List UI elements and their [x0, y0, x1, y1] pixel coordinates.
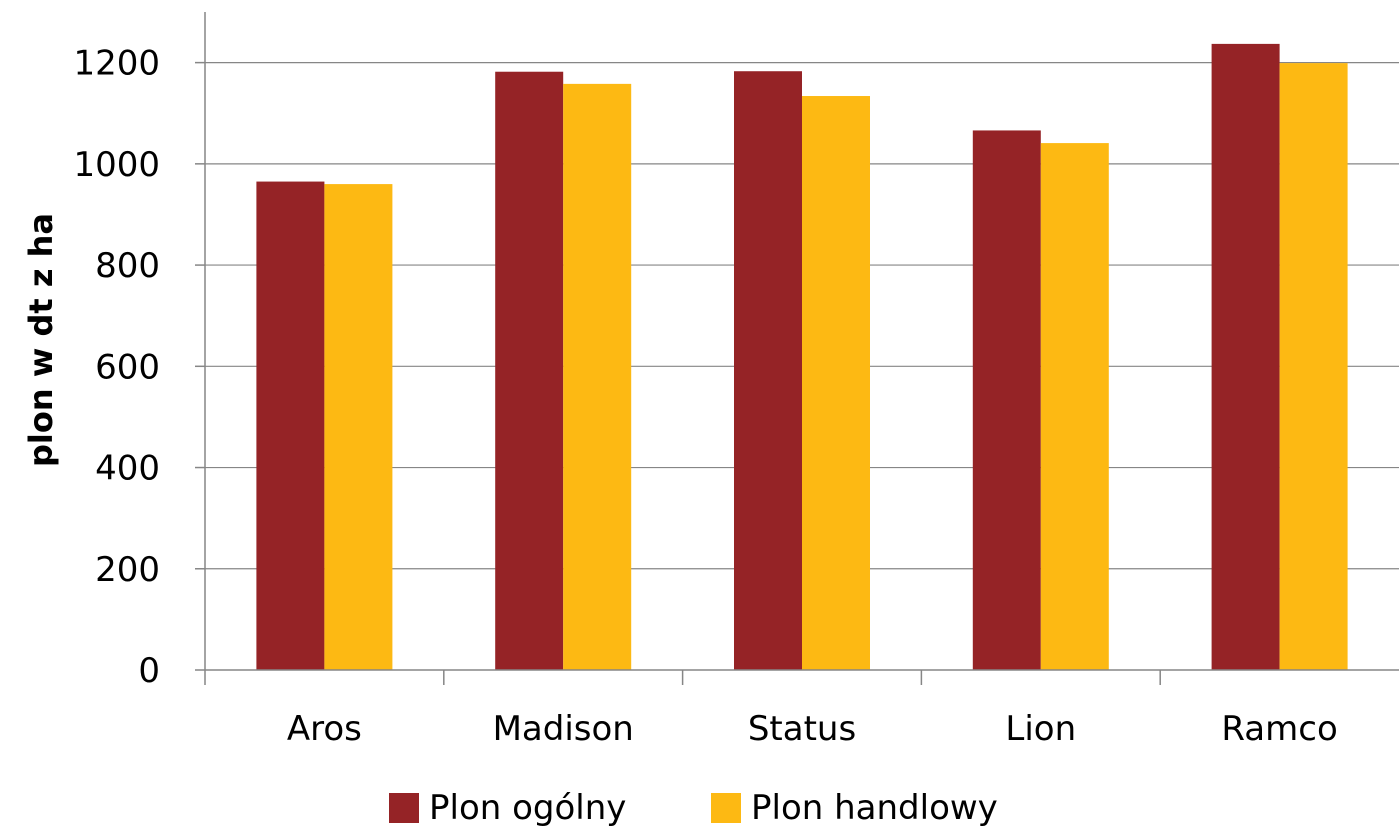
bar-lion-plon-handlowy	[1040, 143, 1109, 670]
bar-aros-plon-handlowy	[324, 184, 393, 671]
y-tick-label: 800	[95, 246, 160, 286]
y-tick-labels: 0 200 400 600 800 1000 1200	[73, 44, 160, 691]
y-tick-label: 600	[95, 347, 160, 387]
x-tick-label: Aros	[287, 709, 362, 749]
legend-swatch	[389, 793, 419, 823]
legend-swatch	[711, 793, 741, 823]
x-tick-label: Ramco	[1221, 709, 1337, 749]
y-axis-title: plon w dt z ha	[22, 213, 60, 467]
bar-lion-plon-ogolny	[972, 130, 1041, 670]
bar-status-plon-handlowy	[802, 96, 870, 670]
bar-madison-plon-ogolny	[495, 71, 564, 671]
bars	[256, 43, 1348, 671]
y-tick-label: 200	[95, 550, 160, 590]
x-tick-label: Madison	[493, 709, 634, 749]
bar-ramco-plon-ogolny	[1211, 43, 1280, 670]
x-tick-label: Status	[748, 709, 856, 749]
bar-madison-plon-handlowy	[563, 83, 632, 671]
bar-status-plon-ogolny	[734, 71, 802, 671]
x-tick-labels: Aros Madison Status Lion Ramco	[204, 670, 1338, 749]
legend-label: Plon ogólny	[429, 788, 626, 828]
y-tick-label: 1200	[73, 44, 160, 84]
bar-aros-plon-ogolny	[256, 181, 325, 671]
x-tick-label: Lion	[1005, 709, 1076, 749]
legend-label: Plon handlowy	[751, 788, 998, 828]
y-tick-label: 0	[138, 651, 160, 691]
legend: Plon ogólny Plon handlowy	[389, 788, 998, 828]
y-tick-label: 400	[95, 449, 160, 489]
axes	[204, 12, 1399, 671]
y-tick-label: 1000	[73, 145, 160, 185]
bar-ramco-plon-handlowy	[1279, 63, 1348, 671]
